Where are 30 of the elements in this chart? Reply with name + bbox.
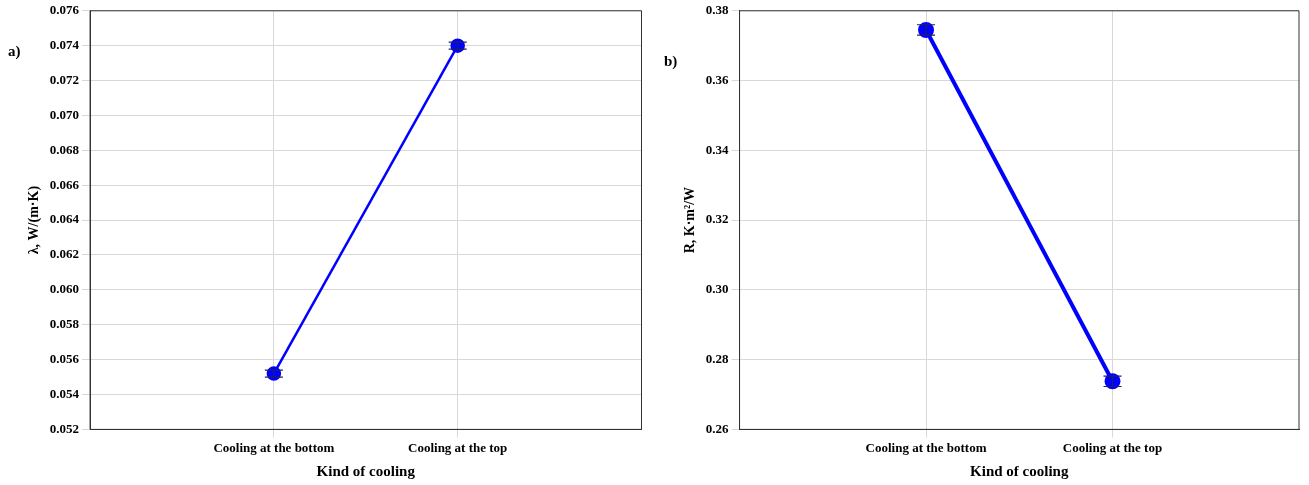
y-tick-label: 0.38	[705, 2, 730, 18]
y-tick-label: 0.076	[49, 2, 80, 18]
y-tick-label: 0.34	[705, 141, 730, 157]
x-tick-label: Cooling at the bottom	[865, 439, 987, 455]
y-tick-label: 0.32	[705, 211, 729, 227]
y-tick-label: 0.060	[49, 281, 80, 297]
y-tick-label: 0.056	[49, 350, 80, 366]
y-tick-label: 0.052	[49, 420, 80, 436]
y-axis-title: λ, W/(m·K)	[26, 185, 43, 255]
y-tick-label: 0.072	[49, 71, 80, 87]
text: b)	[664, 52, 678, 70]
x-tick-label: Cooling at the top	[408, 439, 508, 455]
y-tick-label: 0.36	[705, 71, 730, 87]
y-tick-label: 0.28	[705, 350, 730, 366]
y-tick-label: 0.064	[49, 211, 80, 227]
x-axis-title: Kind of cooling	[316, 462, 416, 479]
y-tick-label: 0.054	[49, 385, 80, 401]
y-tick-label: 0.062	[49, 246, 80, 262]
x-tick-label: Cooling at the bottom	[213, 439, 335, 455]
x-tick-label: Cooling at the top	[1062, 439, 1163, 455]
y-tick-label: 0.30	[705, 281, 729, 297]
y-tick-label: 0.058	[49, 316, 80, 332]
text: a)	[8, 42, 21, 60]
y-tick-label: 0.068	[49, 141, 80, 157]
y-tick-label: 0.26	[705, 420, 730, 436]
y-axis-title: R, K·m²/W	[682, 186, 698, 254]
y-tick-label: 0.066	[49, 176, 80, 192]
y-tick-label: 0.074	[49, 37, 80, 53]
y-tick-label: 0.070	[49, 106, 80, 122]
x-axis-title: Kind of cooling	[970, 462, 1069, 479]
